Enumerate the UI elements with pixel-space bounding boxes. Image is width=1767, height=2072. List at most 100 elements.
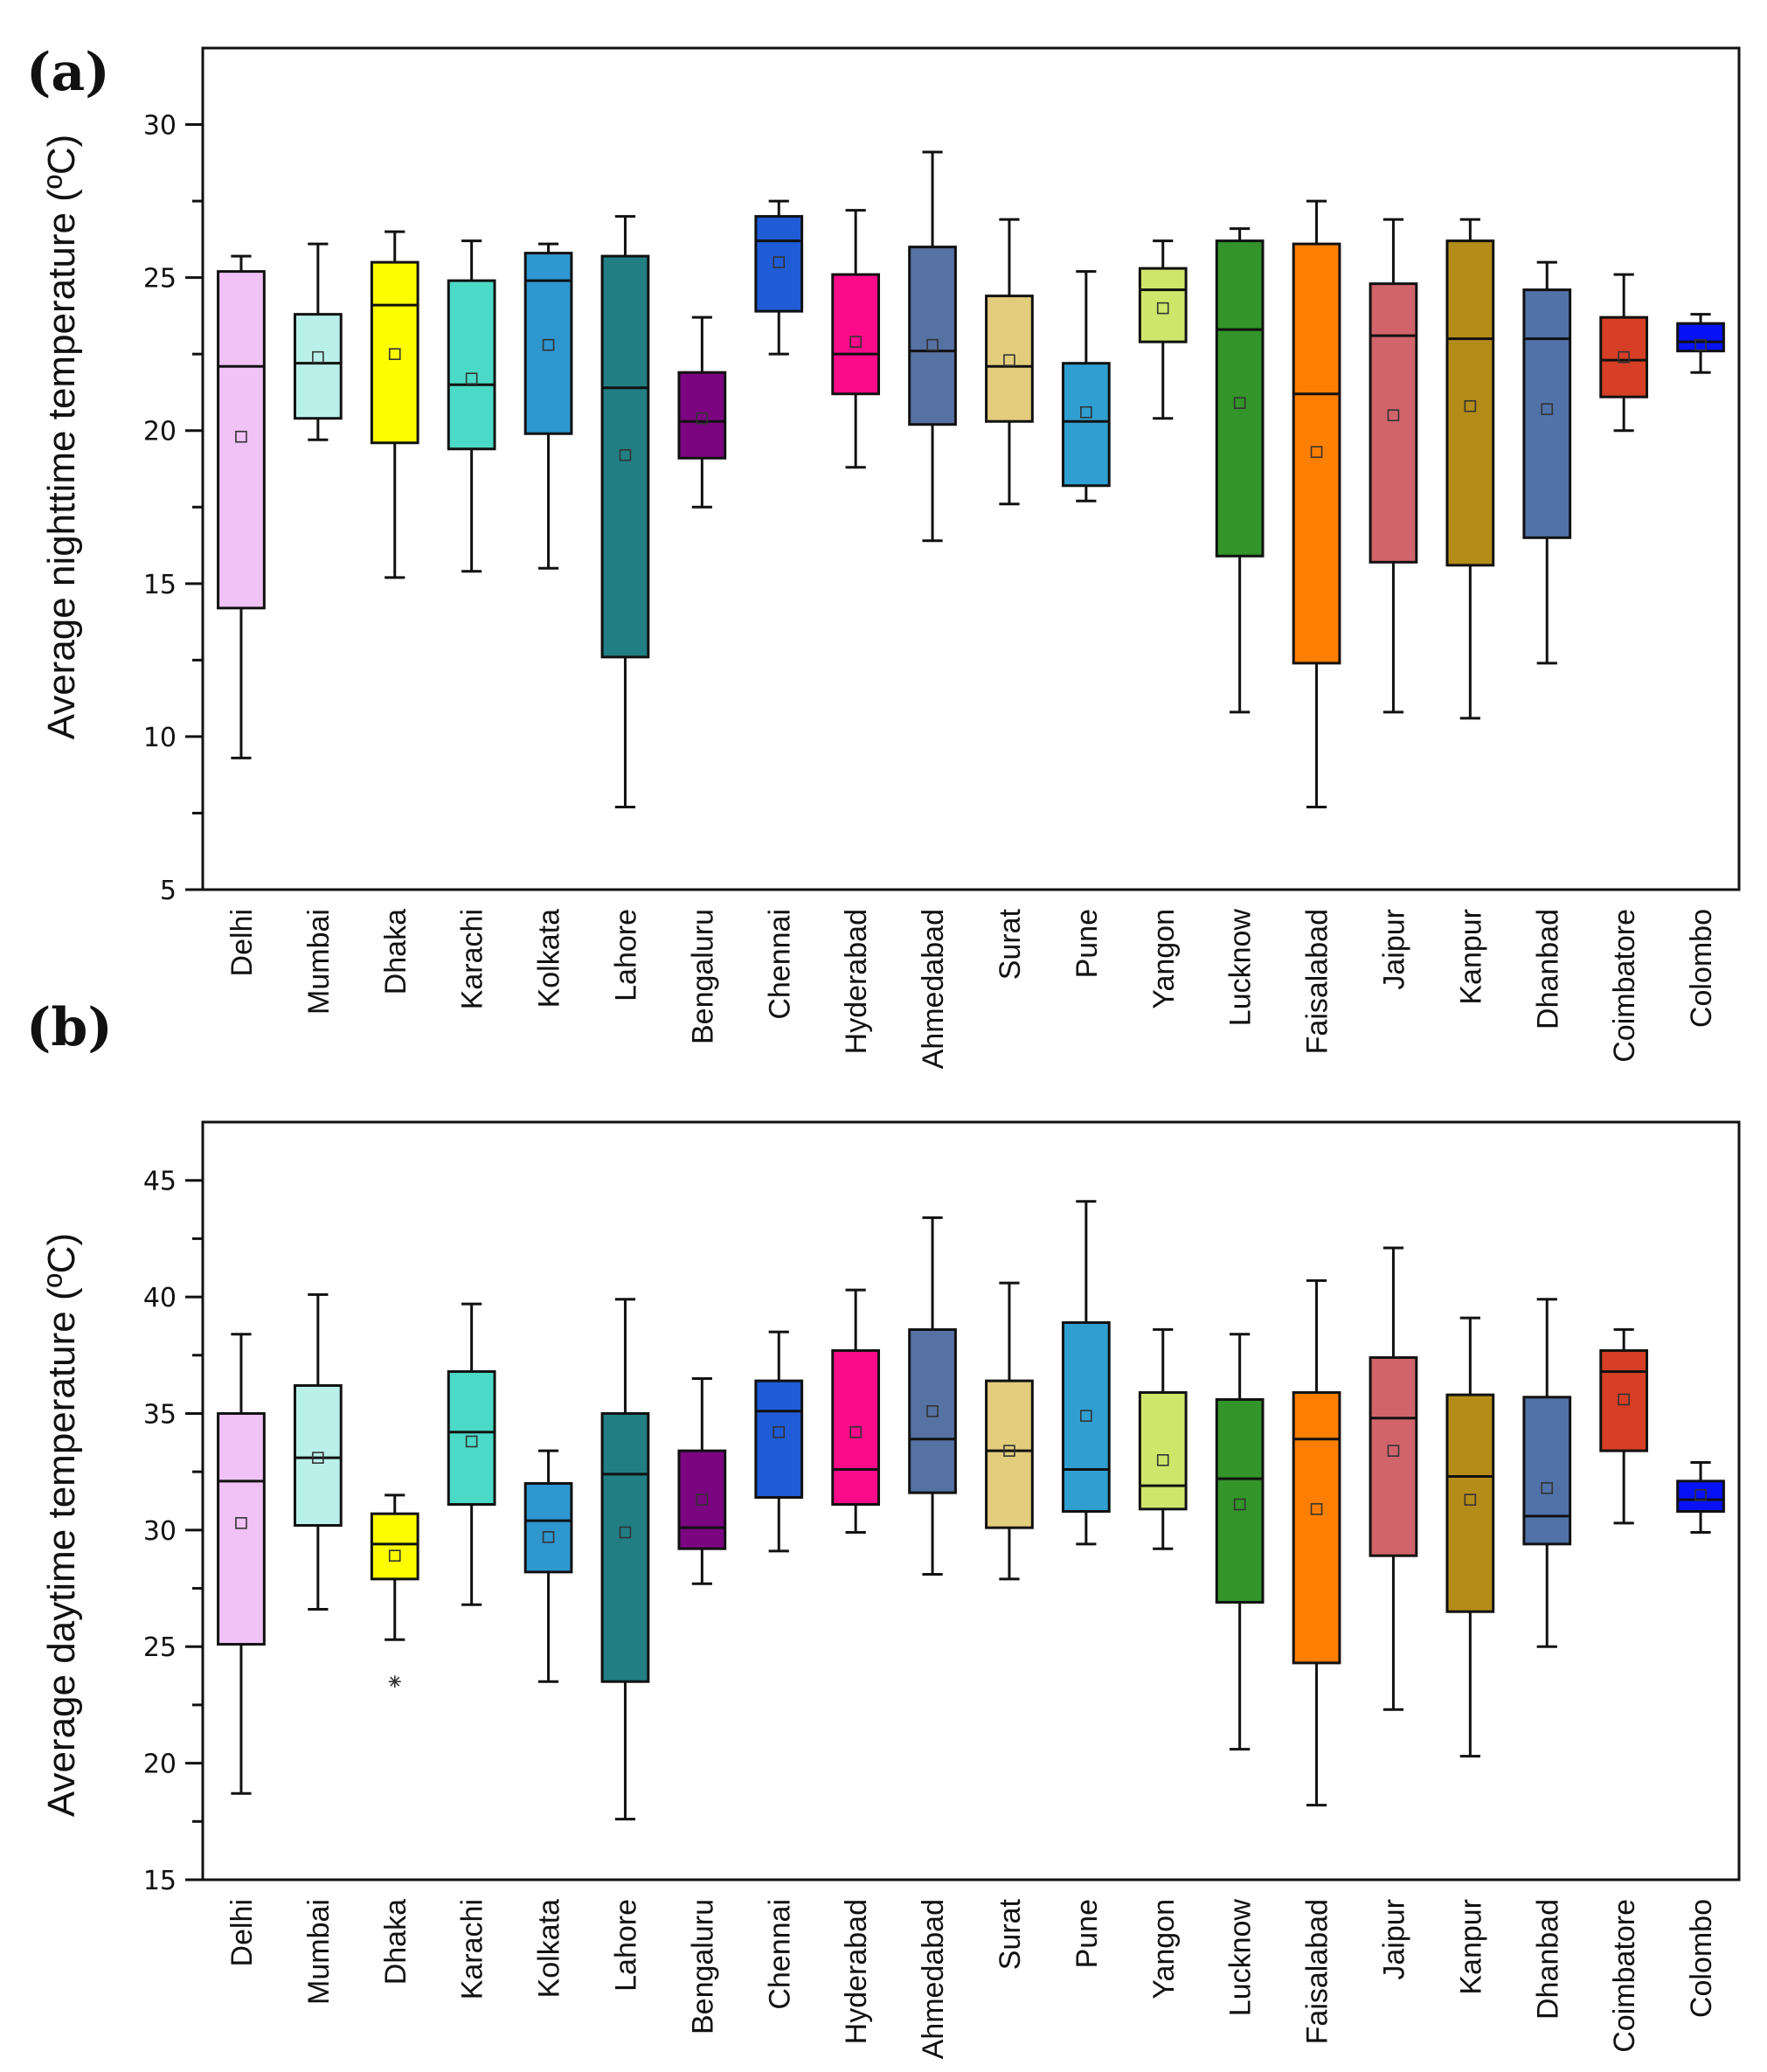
y-tick-label: 30 <box>143 111 177 142</box>
x-tick-label: Dhaka <box>379 1899 412 1985</box>
x-tick-label: Coimbatore <box>1608 909 1641 1063</box>
mean-marker <box>849 1426 862 1438</box>
box-karachi <box>447 239 496 573</box>
iqr-box <box>908 1327 957 1494</box>
iqr-box <box>754 1379 804 1499</box>
x-tick-label: Pune <box>1071 909 1104 978</box>
x-tick-label: Dhaka <box>379 909 412 994</box>
iqr-box <box>447 1369 496 1507</box>
mean-marker <box>1387 1445 1400 1457</box>
iqr-box <box>1292 1390 1341 1665</box>
y-tick-label: 20 <box>143 417 177 447</box>
iqr-box <box>1061 1320 1111 1514</box>
panel-label-a: (a) <box>26 42 110 103</box>
y-tick-label: 25 <box>143 264 177 295</box>
iqr-box <box>677 371 727 460</box>
x-axis-labels-a: Delhi Mumbai Dhaka Karachi Kolkata Lahore Beng… <box>225 908 1718 1069</box>
y-axis-title-b: Average daytime temperature (ºC) <box>40 1233 83 1817</box>
plot-frame-b <box>201 1120 1741 1881</box>
mean-marker <box>926 338 939 351</box>
box-dhanbad <box>1522 1298 1572 1648</box>
x-tick-label: Lahore <box>609 1899 642 1992</box>
y-axis-ticks-a: 5 10 15 20 25 30 <box>143 111 203 906</box>
box-yangon <box>1138 1327 1188 1550</box>
mean-marker <box>1694 1489 1707 1501</box>
x-tick-label: Delhi <box>225 909 259 976</box>
plot-frame-a <box>201 46 1741 891</box>
y-tick-label: 20 <box>143 1750 177 1780</box>
y-tick-label: 30 <box>143 1516 177 1547</box>
box-bengaluru <box>677 315 727 509</box>
x-tick-label: Hyderabad <box>840 1899 873 2044</box>
box-lahore <box>600 215 650 808</box>
mean-marker <box>773 256 786 268</box>
x-tick-label: Karachi <box>456 909 489 1009</box>
iqr-box <box>1138 267 1188 343</box>
mean-marker <box>1003 1445 1015 1457</box>
box-delhi <box>217 1333 266 1795</box>
iqr-box <box>1215 1397 1265 1604</box>
box-jaipur <box>1369 1246 1418 1711</box>
y-tick-label: 15 <box>143 570 177 600</box>
box-pune <box>1061 1200 1111 1546</box>
mean-marker <box>312 1452 324 1464</box>
x-tick-label: Bengaluru <box>686 909 719 1044</box>
iqr-box <box>1599 315 1649 398</box>
box-lahore <box>600 1298 650 1821</box>
box-yangon <box>1138 239 1188 420</box>
box-kolkata <box>523 242 573 570</box>
x-tick-label: Colombo <box>1685 1899 1718 2018</box>
x-tick-label: Jaipur <box>1377 1899 1410 1980</box>
x-tick-label: Lucknow <box>1224 1899 1258 2017</box>
box-lucknow <box>1215 1333 1265 1751</box>
mean-marker <box>1541 1482 1554 1494</box>
box-coimbatore <box>1599 1327 1649 1525</box>
mean-marker <box>1618 1393 1630 1406</box>
iqr-box <box>1445 1393 1495 1613</box>
y-tick-label: 25 <box>143 1632 177 1663</box>
x-tick-label: Dhanbad <box>1531 909 1564 1029</box>
x-tick-label: Kanpur <box>1454 1899 1487 1995</box>
x-tick-label: Kolkata <box>533 909 566 1008</box>
box-lucknow <box>1215 227 1265 714</box>
iqr-box <box>831 273 881 396</box>
iqr-box <box>293 313 343 420</box>
y-tick-label: 40 <box>143 1283 177 1313</box>
box-karachi <box>447 1302 496 1606</box>
mean-marker <box>542 338 555 351</box>
iqr-box <box>1061 362 1111 488</box>
iqr-box <box>293 1383 343 1528</box>
mean-marker <box>465 1435 478 1448</box>
mean-marker <box>312 350 324 364</box>
box-delhi <box>217 254 266 759</box>
x-tick-label: Mumbai <box>302 909 336 1015</box>
iqr-box <box>1292 242 1341 665</box>
mean-marker <box>773 1426 786 1438</box>
mean-marker <box>1464 1493 1477 1506</box>
x-axis-labels-b: Delhi Mumbai Dhaka Karachi Kolkata Lahore Beng… <box>225 1898 1718 2059</box>
iqr-box <box>600 254 650 659</box>
x-tick-label: Bengaluru <box>686 1899 719 2034</box>
x-tick-label: Faisalabad <box>1301 909 1334 1054</box>
y-axis-title-a: Average nighttime temperature (ºC) <box>40 135 83 740</box>
iqr-box <box>600 1411 650 1683</box>
iqr-box <box>1599 1348 1649 1452</box>
iqr-box <box>217 270 266 610</box>
y-tick-label: 10 <box>143 723 177 753</box>
iqr-box <box>1445 239 1495 567</box>
x-tick-label: Yangon <box>1147 909 1181 1009</box>
iqr-box <box>985 295 1034 423</box>
y-axis-ticks-b: 15 20 25 30 35 40 45 <box>143 1167 203 1896</box>
mean-marker <box>1694 338 1707 351</box>
box-series-b <box>217 1200 1725 1821</box>
x-tick-label: Surat <box>994 1898 1027 1970</box>
x-tick-label: Dhanbad <box>1531 1899 1564 2020</box>
x-tick-label: Hyderabad <box>840 909 873 1054</box>
x-tick-label: Colombo <box>1685 909 1718 1028</box>
mean-marker <box>1156 1454 1169 1466</box>
y-tick-label: 45 <box>143 1167 177 1197</box>
x-tick-label: Faisalabad <box>1301 1899 1334 2044</box>
box-kanpur <box>1445 1316 1495 1758</box>
box-kanpur <box>1445 218 1495 720</box>
